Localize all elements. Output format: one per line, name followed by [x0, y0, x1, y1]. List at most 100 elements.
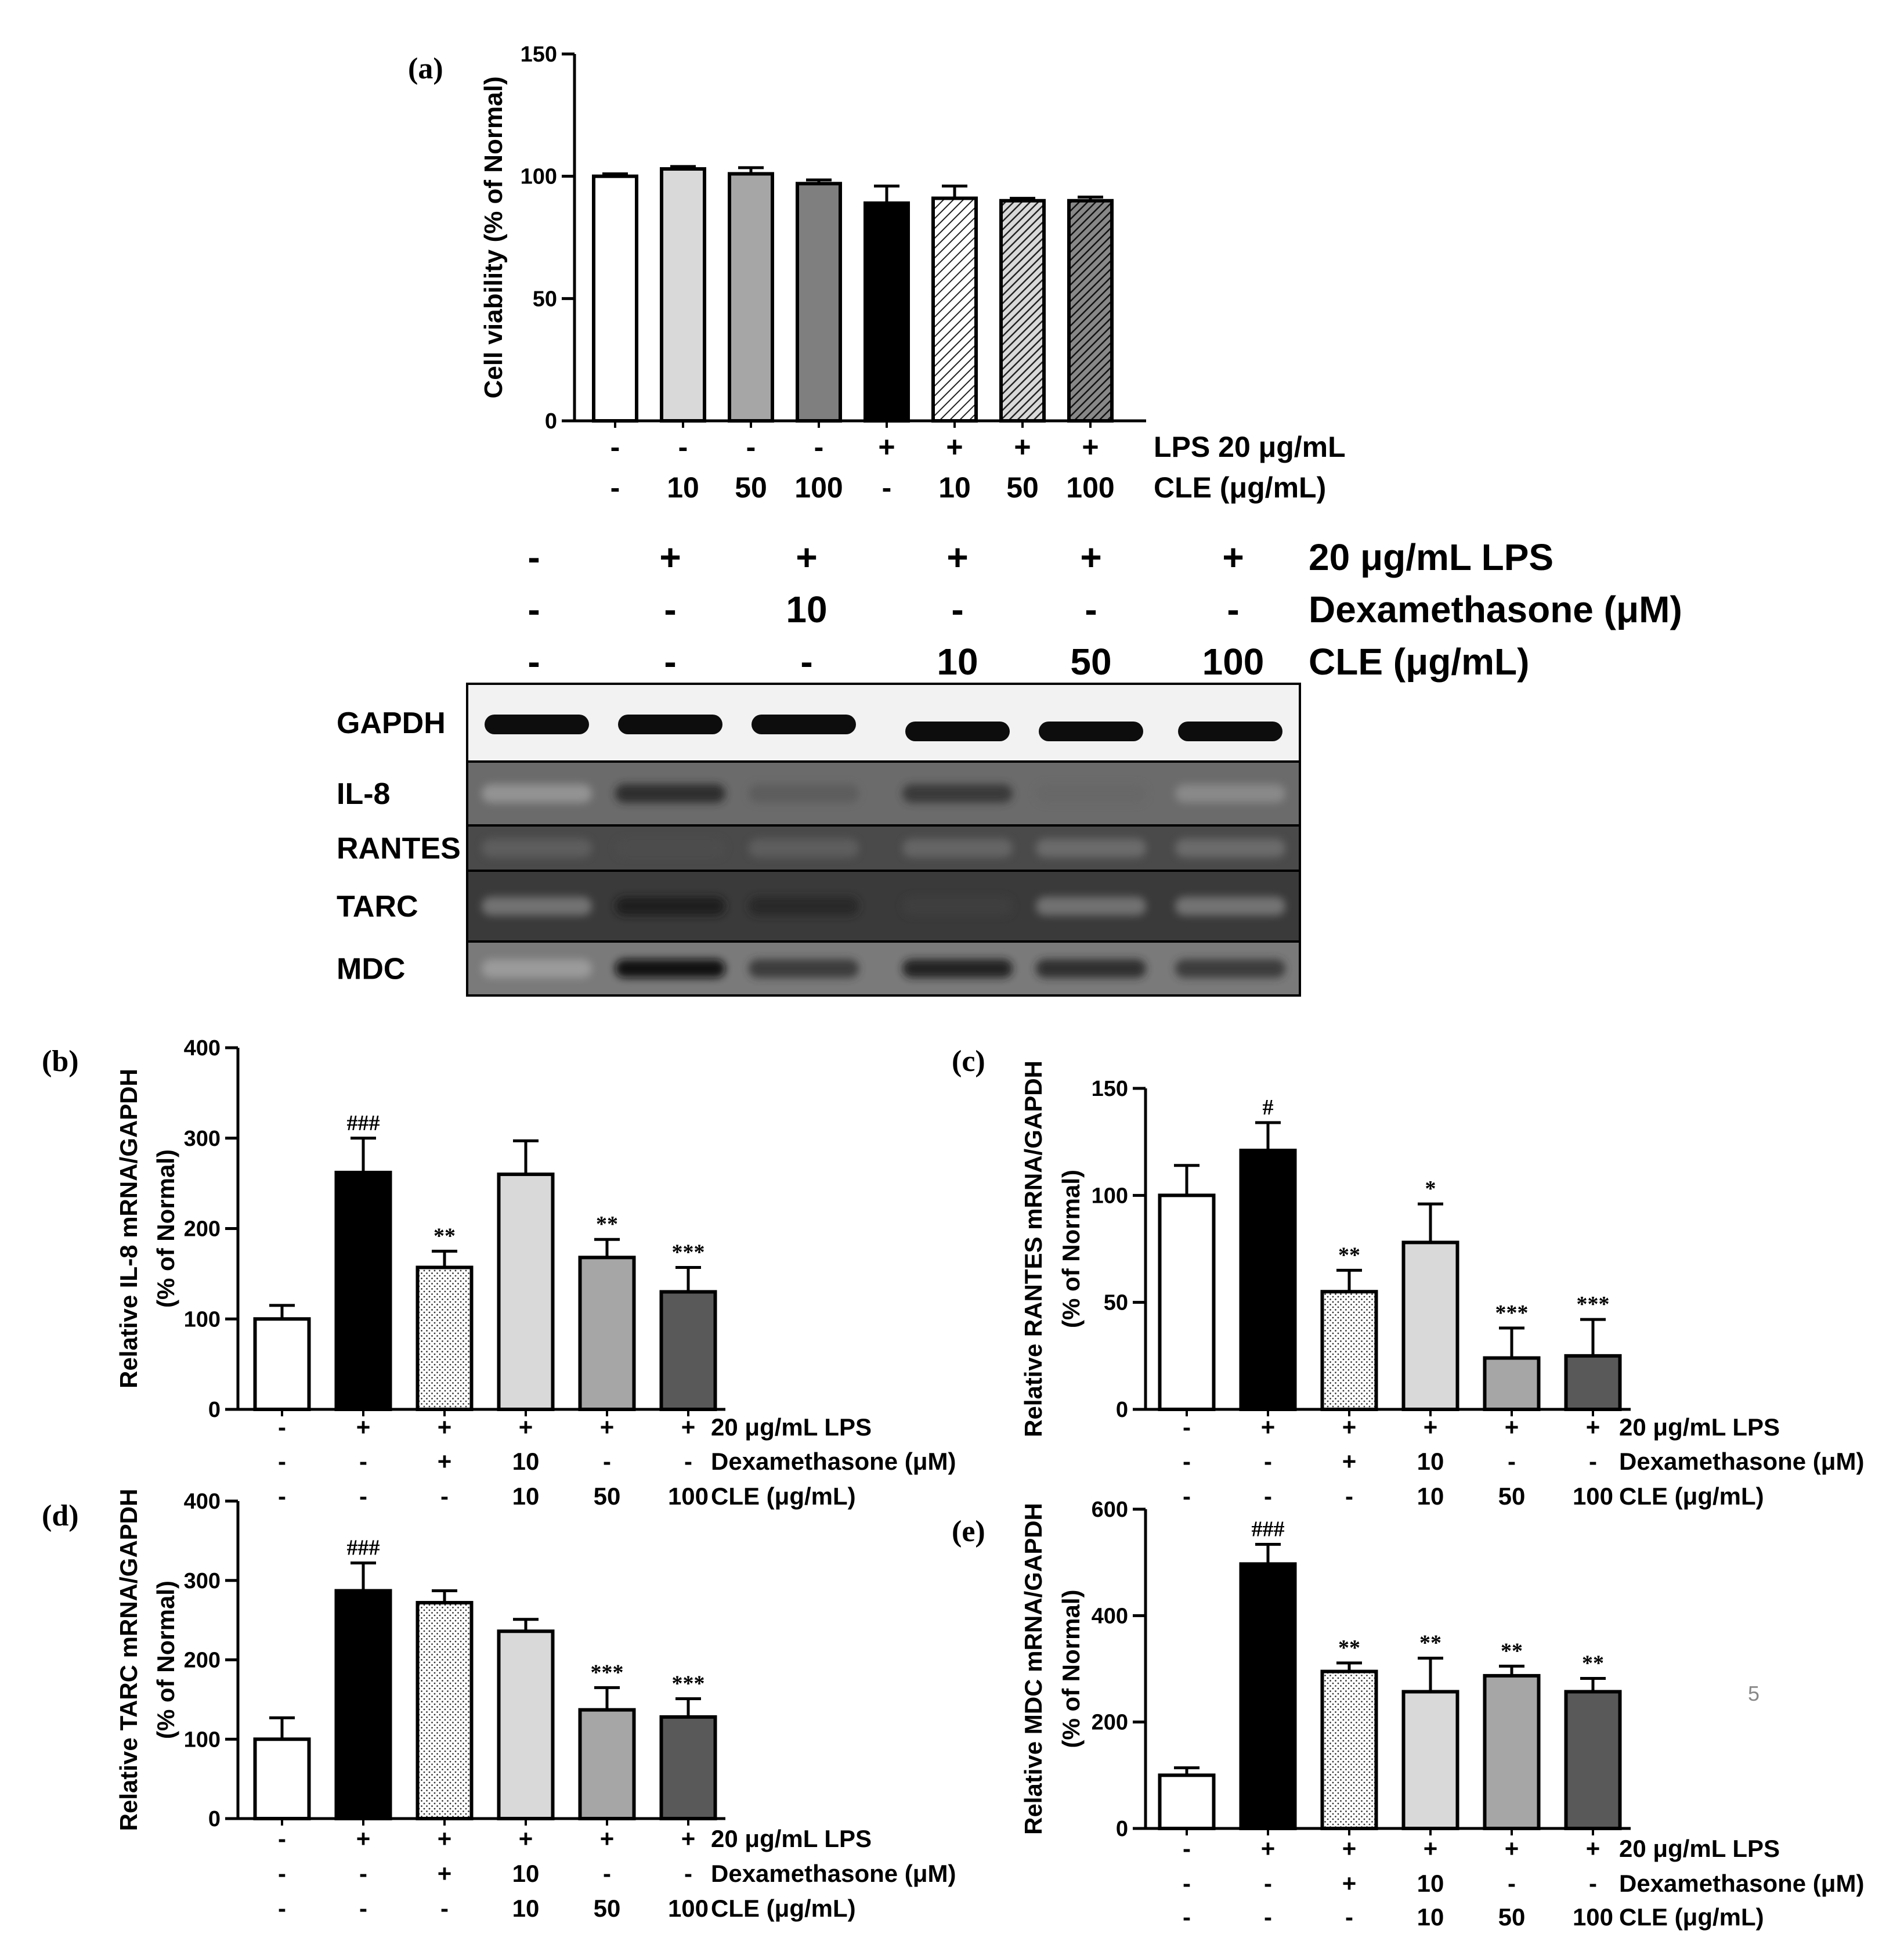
bar-e — [1158, 1773, 1216, 1830]
gel-condition-value: + — [946, 536, 968, 578]
condition-value-e: - — [1589, 1870, 1597, 1897]
bar-d — [334, 1589, 392, 1821]
significance-mark-e: ** — [1338, 1636, 1360, 1660]
significance-mark-b: ** — [433, 1224, 456, 1248]
condition-value-d: - — [603, 1860, 611, 1887]
gel-band — [615, 959, 725, 978]
condition-value-c: 10 — [1417, 1448, 1444, 1475]
condition-label-a: LPS 20 μg/mL — [1154, 431, 1346, 463]
condition-label-c: Dexamethasone (μM) — [1619, 1448, 1864, 1475]
condition-value-e: + — [1424, 1835, 1438, 1862]
bar-a — [592, 174, 638, 423]
significance-mark-e: ** — [1501, 1639, 1523, 1663]
gel-row-label: IL-8 — [337, 777, 390, 811]
condition-value-d: - — [278, 1860, 286, 1887]
bar-b — [253, 1317, 311, 1411]
y-axis-label-b: Relative IL-8 mRNA/GAPDH — [115, 1069, 142, 1388]
condition-value-e: + — [1342, 1835, 1357, 1862]
condition-value-b: + — [356, 1413, 371, 1441]
gel-band — [902, 897, 1013, 915]
condition-value-a: + — [1014, 431, 1031, 463]
condition-value-b: - — [278, 1483, 286, 1510]
panel-label-e: (e) — [952, 1515, 985, 1548]
condition-value-e: - — [1183, 1870, 1191, 1897]
condition-value-e: 10 — [1417, 1903, 1444, 1931]
condition-value-b: + — [600, 1413, 615, 1441]
significance-mark-b: *** — [672, 1240, 705, 1264]
y-tick-label-e: 600 — [1092, 1498, 1128, 1522]
gel-band — [1036, 784, 1146, 803]
condition-label-b: Dexamethasone (μM) — [711, 1448, 956, 1475]
condition-value-d: - — [440, 1895, 449, 1922]
condition-value-d: - — [278, 1895, 286, 1922]
condition-value-c: + — [1586, 1413, 1600, 1441]
gel-condition-value: - — [800, 641, 812, 683]
gel-row-label: RANTES — [337, 832, 461, 865]
condition-value-d: 10 — [512, 1860, 540, 1887]
bar-c — [1158, 1193, 1216, 1411]
gel-band — [1175, 839, 1285, 857]
condition-value-e: - — [1183, 1903, 1191, 1931]
condition-value-d: + — [438, 1825, 452, 1852]
condition-value-a: - — [814, 431, 824, 463]
gel-band — [1039, 722, 1143, 741]
condition-value-a: - — [610, 471, 620, 504]
condition-label-a: CLE (μg/mL) — [1154, 471, 1326, 504]
significance-mark-d: *** — [672, 1672, 705, 1696]
y-tick-label-a: 100 — [521, 165, 557, 189]
condition-value-e: 10 — [1417, 1870, 1444, 1897]
condition-label-d: CLE (μg/mL) — [711, 1895, 856, 1922]
bar-d — [253, 1737, 311, 1820]
bar-e — [1401, 1690, 1459, 1831]
gel-condition-value: + — [1080, 536, 1101, 578]
y-axis-label-c: Relative RANTES mRNA/GAPDH — [1020, 1061, 1047, 1437]
condition-value-a: 100 — [794, 471, 843, 504]
condition-label-d: Dexamethasone (μM) — [711, 1860, 956, 1887]
bar-a — [728, 172, 774, 423]
gel-band — [905, 722, 1010, 741]
condition-value-e: - — [1183, 1835, 1191, 1862]
condition-label-c: CLE (μg/mL) — [1619, 1483, 1764, 1510]
bar-d — [659, 1715, 717, 1820]
y-tick-label-b: 400 — [184, 1036, 221, 1061]
condition-value-b: + — [438, 1413, 452, 1441]
condition-value-c: - — [1264, 1483, 1272, 1510]
y-axis-sublabel-c: (% of Normal) — [1057, 1170, 1085, 1328]
condition-value-a: 100 — [1066, 471, 1114, 504]
condition-label-d: 20 μg/mL LPS — [711, 1825, 872, 1852]
page-number: 5 — [1748, 1682, 1760, 1705]
condition-value-c: 50 — [1498, 1483, 1526, 1510]
gel-band — [749, 839, 859, 857]
bar-a — [931, 196, 978, 423]
gel-band — [615, 839, 725, 857]
gel-condition-value: 50 — [1070, 641, 1111, 683]
gel-condition-label: 20 μg/mL LPS — [1309, 536, 1553, 578]
gel-band — [902, 839, 1013, 857]
bar-d — [578, 1708, 636, 1821]
condition-value-b: - — [440, 1483, 449, 1510]
condition-label-c: 20 μg/mL LPS — [1619, 1413, 1780, 1441]
gel-band — [1036, 897, 1146, 915]
condition-value-e: + — [1261, 1835, 1276, 1862]
gel-band — [1036, 839, 1146, 857]
gel-band — [1175, 784, 1285, 803]
condition-value-d: 50 — [594, 1895, 621, 1922]
bar-e — [1564, 1690, 1622, 1831]
condition-value-e: - — [1345, 1903, 1353, 1931]
gel-lane-strip — [466, 683, 1301, 763]
y-tick-label-b: 300 — [184, 1127, 221, 1151]
condition-value-c: - — [1345, 1483, 1353, 1510]
condition-value-a: - — [678, 431, 688, 463]
gel-row-label: TARC — [337, 890, 418, 924]
bar-a — [796, 182, 842, 423]
y-tick-label-d: 400 — [184, 1489, 221, 1514]
condition-value-b: 10 — [512, 1448, 540, 1475]
condition-value-c: + — [1505, 1413, 1519, 1441]
gel-condition-label: CLE (μg/mL) — [1309, 641, 1529, 683]
condition-value-c: + — [1261, 1413, 1276, 1441]
bar-b — [497, 1173, 555, 1412]
bar-e — [1239, 1562, 1297, 1831]
gel-condition-value: 10 — [937, 641, 978, 683]
condition-value-c: - — [1508, 1448, 1516, 1475]
